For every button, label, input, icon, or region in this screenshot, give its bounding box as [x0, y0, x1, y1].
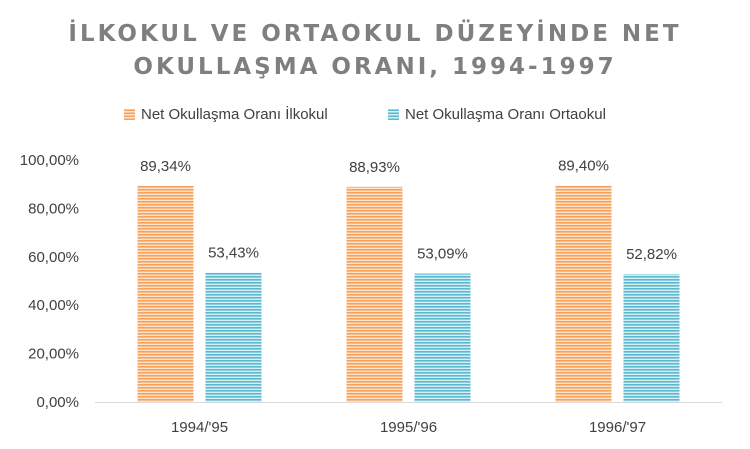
x-tick-label: 1994/'95: [171, 419, 228, 436]
chart-legend: Net Okullaşma Oranı İlkokul Net Okullaşm…: [0, 106, 750, 130]
chart-title: İLKOKUL VE ORTAOKUL DÜZEYİNDE NET OKULLA…: [0, 18, 750, 84]
bar: [555, 185, 612, 402]
bar: [346, 186, 403, 402]
legend-item-ortaokul: Net Okullaşma Oranı Ortaokul: [388, 106, 606, 123]
legend-label-ortaokul: Net Okullaşma Oranı Ortaokul: [405, 106, 606, 123]
data-label: 88,93%: [349, 159, 400, 176]
bar: [205, 272, 262, 402]
data-label: 53,43%: [208, 245, 259, 262]
bar: [137, 185, 194, 402]
data-label: 52,82%: [626, 246, 677, 263]
y-tick-label: 100,00%: [20, 152, 79, 169]
bar: [623, 274, 680, 402]
data-label: 89,40%: [558, 158, 609, 175]
y-tick-label: 80,00%: [28, 200, 79, 217]
data-label: 53,09%: [417, 246, 468, 263]
legend-item-ilkokul: Net Okullaşma Oranı İlkokul: [124, 106, 328, 123]
chart-title-line-1: İLKOKUL VE ORTAOKUL DÜZEYİNDE NET: [68, 21, 682, 47]
legend-swatch-ilkokul: [124, 109, 135, 120]
x-tick-label: 1995/'96: [380, 419, 437, 436]
legend-swatch-ortaokul: [388, 109, 399, 120]
y-tick-label: 0,00%: [36, 394, 79, 411]
chart-title-line-2: OKULLAŞMA ORANI, 1994-1997: [133, 54, 617, 80]
y-tick-label: 40,00%: [28, 297, 79, 314]
legend-label-ilkokul: Net Okullaşma Oranı İlkokul: [141, 106, 328, 123]
y-tick-label: 20,00%: [28, 346, 79, 363]
y-tick-label: 60,00%: [28, 249, 79, 266]
bar: [414, 273, 471, 402]
data-label: 89,34%: [140, 158, 191, 175]
x-tick-label: 1996/'97: [589, 419, 646, 436]
